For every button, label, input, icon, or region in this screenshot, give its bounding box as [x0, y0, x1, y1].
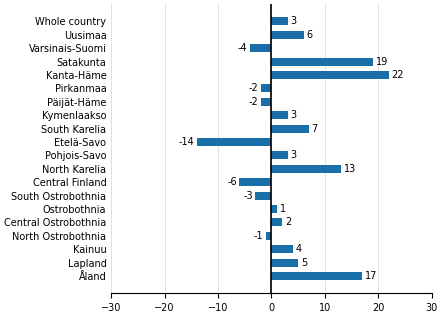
- Text: 3: 3: [290, 16, 296, 26]
- Bar: [261, 98, 271, 106]
- Text: -2: -2: [248, 83, 258, 93]
- Text: 2: 2: [285, 217, 291, 227]
- Bar: [266, 232, 271, 240]
- Text: 3: 3: [290, 150, 296, 160]
- Text: -14: -14: [178, 137, 194, 147]
- Bar: [271, 71, 389, 79]
- Text: 1: 1: [279, 204, 286, 214]
- Text: -4: -4: [238, 43, 248, 53]
- Bar: [240, 178, 271, 186]
- Bar: [271, 205, 277, 213]
- Bar: [255, 191, 271, 200]
- Bar: [271, 151, 287, 159]
- Bar: [271, 111, 287, 119]
- Text: 5: 5: [301, 257, 307, 268]
- Text: -3: -3: [243, 191, 253, 201]
- Text: 6: 6: [306, 30, 312, 40]
- Bar: [271, 17, 287, 25]
- Bar: [271, 165, 341, 173]
- Bar: [271, 259, 298, 267]
- Text: 4: 4: [296, 244, 301, 254]
- Bar: [271, 272, 362, 280]
- Bar: [271, 218, 282, 226]
- Bar: [197, 138, 271, 146]
- Bar: [271, 245, 293, 253]
- Text: 3: 3: [290, 110, 296, 120]
- Bar: [271, 31, 304, 39]
- Text: -2: -2: [248, 97, 258, 107]
- Text: 19: 19: [376, 56, 388, 67]
- Text: 17: 17: [365, 271, 377, 281]
- Text: -1: -1: [254, 231, 263, 241]
- Text: 7: 7: [312, 124, 318, 133]
- Text: -6: -6: [227, 177, 237, 187]
- Bar: [261, 84, 271, 92]
- Bar: [271, 57, 373, 66]
- Text: 13: 13: [343, 164, 356, 174]
- Text: 22: 22: [392, 70, 404, 80]
- Bar: [271, 125, 309, 133]
- Bar: [250, 44, 271, 52]
